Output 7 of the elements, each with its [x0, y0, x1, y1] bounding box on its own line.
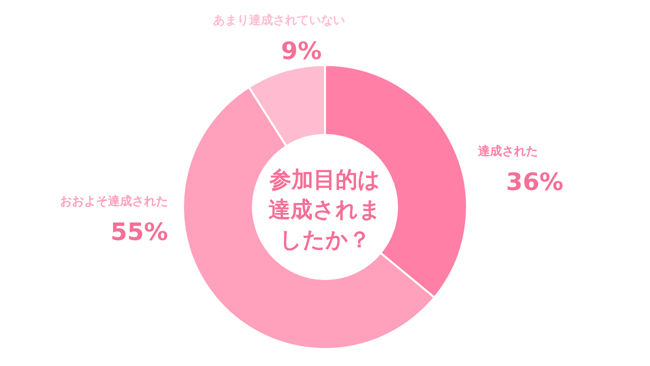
slice-label: おおよそ達成された: [60, 194, 168, 208]
slice-label: 達成された: [478, 144, 538, 158]
text: 参加目的は達成されましたか？: [268, 168, 382, 253]
data-label: 36%: [506, 168, 564, 196]
data-label: 9%: [281, 37, 322, 65]
data-label: 55%: [110, 218, 168, 246]
slice-label: あまり達成されていない: [213, 13, 345, 27]
